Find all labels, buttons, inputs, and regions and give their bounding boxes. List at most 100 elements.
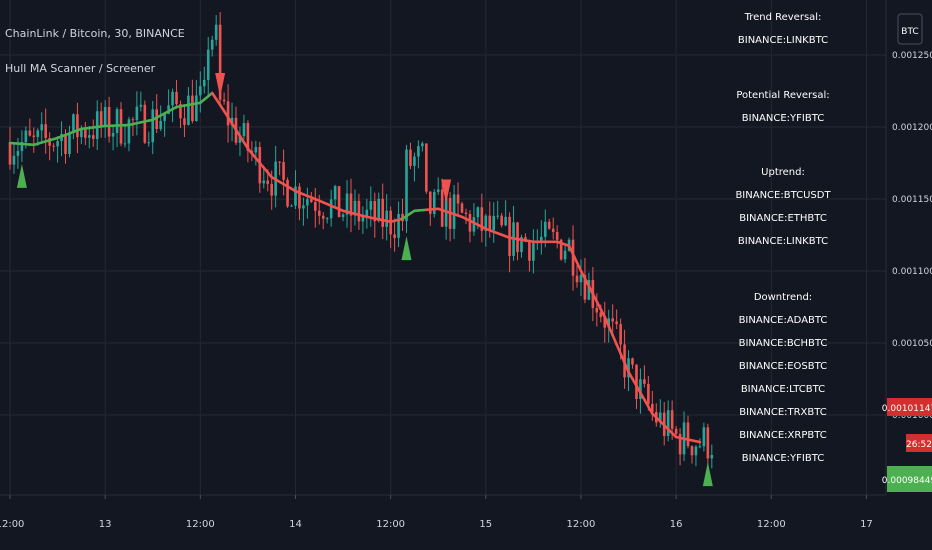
candle (603, 317, 607, 328)
time-tick-label: 14 (289, 519, 302, 530)
candle (143, 104, 147, 143)
candle (329, 199, 333, 219)
screener-item: BINANCE:BCHBTC (739, 338, 828, 349)
candle (298, 186, 301, 209)
candle (171, 91, 174, 106)
time-tick-label: 12:00 (0, 519, 24, 530)
candle (16, 150, 20, 156)
hull-ma-segment (619, 352, 626, 365)
candle (698, 446, 702, 448)
candle (266, 180, 270, 184)
candle (353, 200, 357, 216)
candle (167, 105, 170, 114)
candle (476, 207, 480, 218)
candle (349, 193, 353, 216)
candle (226, 101, 230, 126)
buy-signal-arrow (16, 163, 27, 188)
hull-ma-segment (599, 307, 607, 319)
last-price-value: 0.00101147 (882, 404, 932, 414)
chart-grid (0, 0, 886, 495)
candle (88, 135, 91, 138)
candle (543, 221, 547, 237)
indicator-title[interactable]: Hull MA Scanner / Screener (5, 62, 156, 75)
screener-heading: Potential Reversal: (736, 90, 829, 101)
price-tick-label: 0.00120000 (892, 123, 932, 133)
candle (147, 142, 151, 144)
candle (369, 201, 373, 210)
signal-markers (16, 73, 713, 487)
candle (631, 358, 634, 365)
candle (214, 24, 218, 40)
candle (710, 455, 714, 459)
candle (56, 141, 59, 147)
currency-button[interactable]: BTC (897, 13, 923, 45)
buy-signal-arrow (401, 236, 412, 261)
screener-heading: Uptrend: (761, 167, 805, 178)
buy-signal-arrow (702, 462, 713, 487)
candle (258, 147, 262, 184)
candle (155, 109, 159, 129)
screener-item: BINANCE:LTCBTC (741, 384, 825, 395)
countdown-tag: 26:52 (906, 434, 932, 452)
candle (310, 199, 313, 202)
hull-ma-segment (595, 300, 603, 311)
candle (306, 199, 309, 206)
candle (599, 312, 603, 318)
hull-ma-segment (611, 333, 618, 346)
candle (127, 119, 131, 144)
candle (28, 130, 32, 136)
chart-title[interactable]: ChainLink / Bitcoin, 30, BINANCE (5, 27, 185, 40)
candle (357, 200, 361, 222)
hull-ma-segment (631, 377, 638, 388)
candle (238, 136, 242, 143)
candle (639, 379, 642, 399)
time-tick-label: 12:00 (186, 519, 215, 530)
candle (270, 183, 273, 196)
candle (317, 210, 321, 216)
candle (48, 138, 51, 146)
candle (547, 221, 551, 229)
candle (286, 179, 289, 207)
screener-item: BINANCE:YFIBTC (742, 113, 824, 124)
candle (472, 217, 476, 232)
candle (20, 142, 24, 151)
candle (615, 321, 618, 325)
candle (611, 318, 614, 322)
candle (480, 207, 484, 231)
candle (131, 119, 135, 121)
screener-item: BINANCE:ETHBTC (739, 213, 827, 224)
candle (666, 410, 670, 436)
candle (468, 213, 472, 232)
candle (409, 149, 412, 166)
sell-signal-arrow (441, 179, 452, 204)
candle (452, 194, 456, 229)
candle (456, 194, 460, 204)
candle (373, 201, 377, 222)
hull-ma-segment (694, 439, 702, 444)
candle (377, 198, 381, 222)
candle (325, 218, 329, 220)
candle (484, 215, 488, 231)
hull-ma-segment (591, 292, 599, 303)
candle (107, 107, 111, 137)
candle (690, 446, 694, 456)
candle (183, 118, 186, 125)
candle (115, 109, 119, 133)
candle (694, 446, 698, 456)
candle (575, 275, 579, 283)
candle (540, 236, 543, 242)
candle (175, 91, 178, 105)
candle (139, 104, 143, 107)
candle (159, 120, 162, 129)
candle (32, 135, 36, 137)
price-tick-label: 0.00105000 (892, 339, 932, 349)
candle (333, 186, 337, 200)
screener-item: BINANCE:LINKBTC (738, 35, 828, 46)
candle (488, 215, 492, 231)
candle (428, 191, 432, 214)
hull-ma-segment (623, 361, 630, 374)
candle (678, 433, 682, 455)
